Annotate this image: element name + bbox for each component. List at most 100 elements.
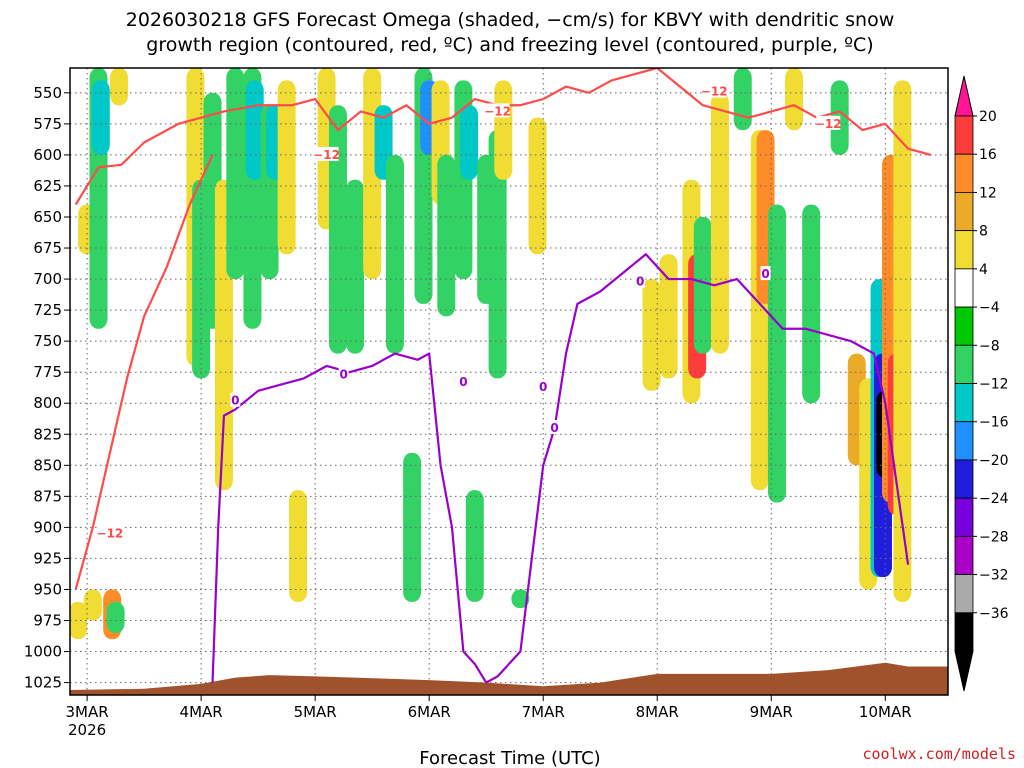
y-tick-label: 550 xyxy=(33,84,62,102)
contour-label: 0 xyxy=(231,394,239,408)
omega-shaded-region xyxy=(70,601,87,640)
x-tick-label: 10MAR xyxy=(859,703,912,721)
colorbar-label: 8 xyxy=(979,224,988,240)
colorbar-swatch xyxy=(954,421,974,461)
contour-label-bg xyxy=(338,366,349,381)
y-tick-label: 625 xyxy=(33,177,62,195)
contour-label-bg xyxy=(635,273,646,288)
y-tick-label: 875 xyxy=(33,487,62,505)
y-tick-label: 925 xyxy=(33,549,62,567)
contour-layer: −12 −12 −12 −12 −12 0 0 0 0 0 0 0 xyxy=(74,68,932,684)
omega-shaded-region xyxy=(106,601,125,633)
colorbar-swatch xyxy=(954,344,974,384)
contour-label: 0 xyxy=(550,421,558,435)
colorbar-swatch xyxy=(954,153,974,193)
omega-shading-layer xyxy=(70,68,912,640)
x-tick-label: 5MAR xyxy=(294,703,337,721)
y-tick-label: 725 xyxy=(33,301,62,319)
colorbar-swatch xyxy=(954,268,974,308)
colorbar-label: −20 xyxy=(979,453,1009,469)
omega-shaded-region xyxy=(693,216,712,354)
credit-text: coolwx.com/models xyxy=(862,745,1016,763)
contour-label-bg xyxy=(816,115,841,130)
omega-shaded-region xyxy=(733,68,752,131)
colorbar-label: −24 xyxy=(979,491,1009,507)
omega-shaded-region xyxy=(460,105,479,180)
y-tick-label: 1000 xyxy=(24,643,62,661)
x-tick-label: 3MAR xyxy=(66,703,109,721)
colorbar-label: −8 xyxy=(979,338,1000,354)
omega-shaded-region xyxy=(277,80,296,255)
omega-shaded-region xyxy=(91,80,110,155)
colorbar-swatch xyxy=(954,497,974,537)
contour-label-bg xyxy=(538,379,549,394)
snow-growth-contour xyxy=(74,154,214,590)
contour-label: −12 xyxy=(313,148,340,162)
y-tick-label: 575 xyxy=(33,115,62,133)
omega-shaded-region xyxy=(110,68,129,106)
colorbar-label: −4 xyxy=(979,300,1000,316)
omega-shaded-region xyxy=(659,254,678,379)
contour-label: 0 xyxy=(636,275,644,289)
y-tick-label: 975 xyxy=(33,612,62,630)
colorbar-swatch xyxy=(954,574,974,614)
colorbar-swatch xyxy=(954,192,974,232)
omega-shaded-region xyxy=(893,80,912,602)
y-tick-label: 700 xyxy=(33,270,62,288)
omega-shaded-region xyxy=(785,68,804,131)
omega-shaded-region xyxy=(802,204,821,404)
y-tick-label: 900 xyxy=(33,518,62,536)
y-tick-label: 1025 xyxy=(24,674,62,692)
colorbar-bottom-arrow xyxy=(954,650,974,692)
contour-label: 0 xyxy=(459,375,467,389)
chart-title-line1: 2026030218 GFS Forecast Omega (shaded, −… xyxy=(126,9,895,31)
colorbar-label: 4 xyxy=(979,262,988,278)
x-tick-label: 8MAR xyxy=(636,703,679,721)
contour-label: −12 xyxy=(484,104,511,118)
omega-shaded-region xyxy=(83,589,102,621)
plot-frame xyxy=(69,67,949,696)
x-tick-label: 9MAR xyxy=(750,703,793,721)
snow-growth-contour xyxy=(74,68,932,206)
colorbar-swatch xyxy=(954,230,974,270)
contour-label-bg xyxy=(97,525,122,540)
freezing-level-contour xyxy=(211,253,910,684)
colorbar-swatch xyxy=(954,383,974,423)
contour-label: 0 xyxy=(339,368,347,382)
y-tick-label: 600 xyxy=(33,146,62,164)
colorbar-swatch xyxy=(954,535,974,575)
omega-shaded-region xyxy=(488,130,507,379)
omega-shaded-region xyxy=(226,68,245,280)
y-tick-label: 825 xyxy=(33,425,62,443)
omega-shaded-region xyxy=(328,105,347,354)
colorbar-top-arrow xyxy=(954,75,974,117)
colorbar-label: −16 xyxy=(979,415,1009,431)
omega-shaded-region xyxy=(403,452,422,602)
x-axis: 3MAR 4MAR 5MAR 6MAR 7MAR 8MAR 9MAR 10MAR 2026 xyxy=(66,695,912,739)
contour-label: 0 xyxy=(761,267,769,281)
omega-shaded-region xyxy=(642,279,661,391)
omega-shaded-region xyxy=(289,490,308,602)
contour-label: −12 xyxy=(815,117,842,131)
x-axis-label: Forecast Time (UTC) xyxy=(419,748,600,768)
colorbar-label: −28 xyxy=(979,529,1009,545)
x-tick-year: 2026 xyxy=(68,721,106,739)
colorbar-swatch xyxy=(954,459,974,499)
colorbar-label: −12 xyxy=(979,377,1009,393)
omega-shaded-region xyxy=(710,92,729,354)
y-tick-label: 950 xyxy=(33,580,62,598)
contour-label-bg xyxy=(702,83,727,98)
y-axis: 550 575 600 625 650 675 700 725 750 775 800 825 850 8… xyxy=(24,84,70,692)
y-tick-label: 650 xyxy=(33,208,62,226)
x-tick-label: 6MAR xyxy=(408,703,451,721)
contour-label-bg xyxy=(549,420,560,435)
contour-label: −12 xyxy=(97,527,124,541)
omega-shaded-region xyxy=(528,117,547,255)
colorbar-label: −32 xyxy=(979,568,1009,584)
terrain-fill xyxy=(70,662,948,695)
y-tick-label: 675 xyxy=(33,239,62,257)
colorbar-label: 16 xyxy=(979,147,997,163)
colorbar: 20 16 12 8 4 −4 −8 −12 −16 −20 −24 −28 −32 −36 xyxy=(954,75,1009,692)
contour-label-bg xyxy=(230,392,241,407)
